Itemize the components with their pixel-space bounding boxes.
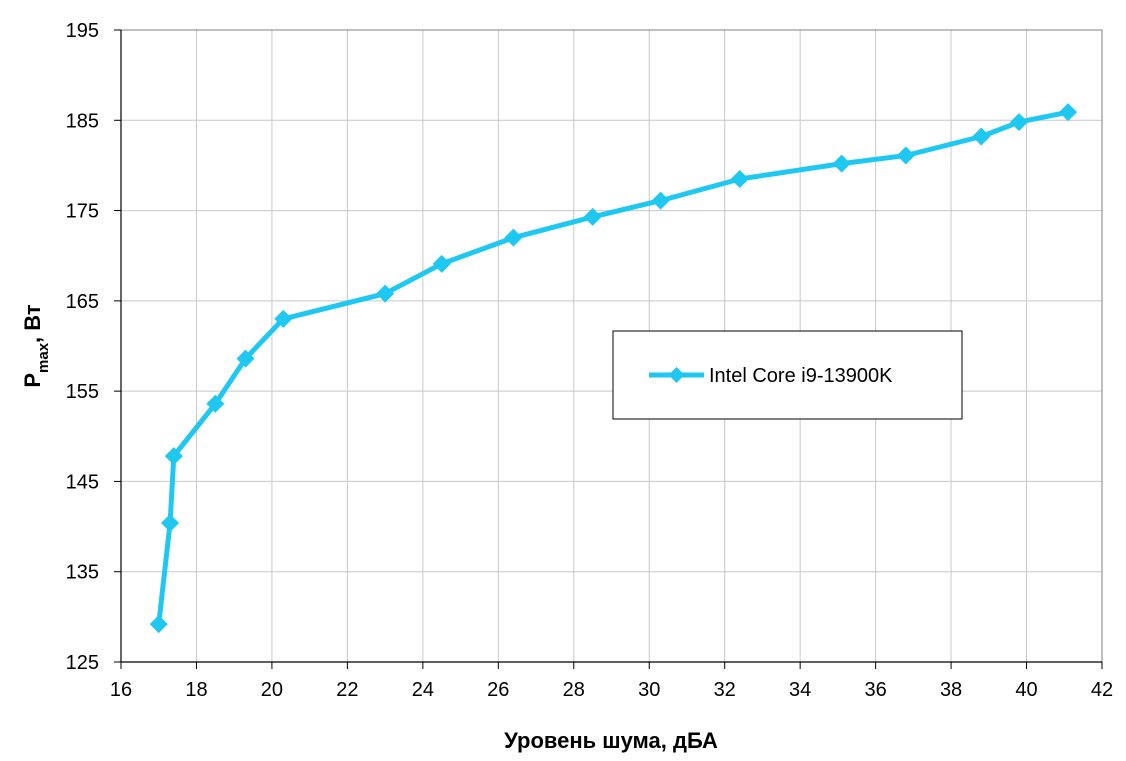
data-point [1009, 113, 1028, 132]
x-tick-labels: 16 18 20 22 24 26 28 30 32 34 36 38 40 42 [110, 679, 1113, 701]
x-tick-label: 26 [487, 679, 509, 701]
x-axis-title: Уровень шума, дБА [504, 728, 718, 753]
x-tick-label: 30 [638, 679, 660, 701]
x-tick-label: 20 [261, 679, 283, 701]
x-tick-label: 32 [714, 679, 736, 701]
y-tick-label: 185 [66, 110, 99, 132]
x-tick-label: 28 [563, 679, 585, 701]
data-point [651, 191, 670, 210]
data-point [896, 146, 915, 165]
data-point [832, 154, 851, 173]
x-tick-label: 42 [1091, 679, 1113, 701]
data-point [504, 228, 523, 247]
data-point [730, 169, 749, 188]
axes [114, 29, 1103, 669]
x-tick-label: 36 [864, 679, 886, 701]
y-axis-title-main: P [20, 373, 45, 388]
y-tick-label: 155 [66, 381, 99, 403]
legend-label: Intel Core i9-13900K [709, 365, 893, 387]
y-tick-label: 195 [66, 20, 99, 42]
data-point [149, 615, 168, 634]
data-point [161, 513, 180, 532]
y-tick-label: 145 [66, 471, 99, 493]
legend-marker-swatch [668, 367, 685, 383]
y-axis-title: Pmax, Вт [20, 304, 52, 388]
x-tick-label: 40 [1015, 679, 1037, 701]
y-tick-label: 165 [66, 291, 99, 313]
data-point [206, 394, 225, 413]
data-point [432, 254, 451, 273]
y-tick-label: 125 [66, 652, 99, 674]
x-tick-label: 22 [336, 679, 358, 701]
y-tick-label: 175 [66, 201, 99, 223]
data-point [164, 447, 183, 466]
data-point [236, 349, 255, 368]
y-tick-label: 135 [66, 562, 99, 584]
y-tick-labels: 125 135 145 155 165 175 185 195 [66, 20, 99, 674]
y-axis-title-tail: , Вт [20, 304, 45, 343]
data-point [376, 284, 395, 303]
data-point [1059, 103, 1078, 122]
y-axis-title-sub: max [35, 342, 52, 373]
series-layer [149, 103, 1078, 634]
data-point [274, 309, 293, 328]
data-point [972, 127, 991, 146]
x-tick-label: 18 [185, 679, 207, 701]
x-tick-label: 16 [110, 679, 132, 701]
legend: Intel Core i9-13900K [612, 330, 963, 420]
x-tick-label: 38 [940, 679, 962, 701]
x-tick-label: 34 [789, 679, 811, 701]
data-point [583, 207, 602, 226]
x-tick-label: 24 [412, 679, 434, 701]
